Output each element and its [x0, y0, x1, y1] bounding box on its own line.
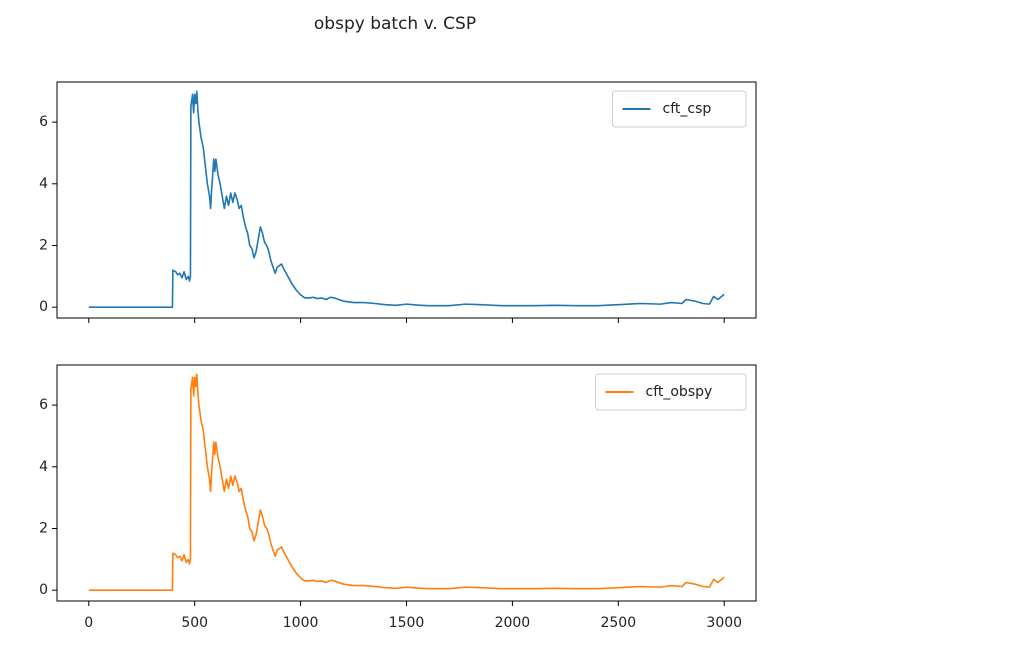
figure-title: obspy batch v. CSP — [314, 14, 476, 34]
legend-box — [595, 373, 747, 411]
y-tick-label: 0 — [39, 299, 48, 315]
x-tick-label: 3000 — [706, 615, 742, 631]
legend-box — [612, 90, 747, 128]
x-tick-label: 2500 — [600, 615, 636, 631]
y-tick-label: 0 — [39, 582, 48, 598]
y-tick-label: 4 — [39, 176, 48, 192]
y-tick-label: 2 — [39, 238, 48, 254]
x-tick-label: 500 — [181, 615, 208, 631]
y-tick-label: 6 — [39, 397, 48, 413]
y-tick-label: 2 — [39, 521, 48, 537]
data-line — [88, 373, 725, 591]
y-tick-label: 6 — [39, 114, 48, 130]
y-tick-label: 4 — [39, 459, 48, 475]
legend-label: cft_csp — [663, 101, 712, 117]
legend-label: cft_obspy — [646, 384, 713, 400]
x-tick-label: 0 — [84, 615, 93, 631]
x-tick-label: 2000 — [495, 615, 531, 631]
x-tick-label: 1000 — [283, 615, 319, 631]
data-line — [88, 90, 725, 308]
x-tick-label: 1500 — [389, 615, 425, 631]
